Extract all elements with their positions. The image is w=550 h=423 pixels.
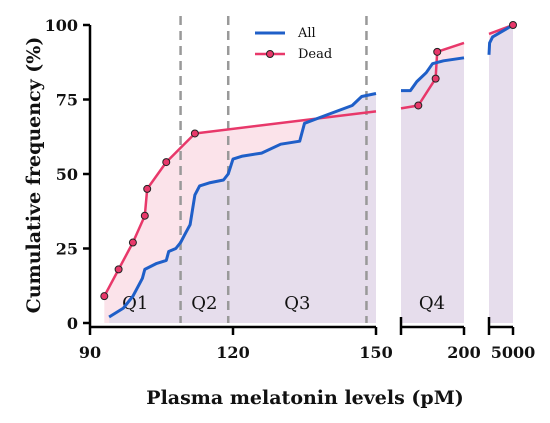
legend-all-label: All [297,26,316,41]
quartile-label-1: Q1 [122,293,148,314]
all-area-fill-1 [401,57,464,324]
axes: 0 25 50 75 100 90 120 150 200 5000 [45,16,536,362]
x-tick-label-90: 90 [79,343,101,362]
dead-point-4 [143,184,152,193]
dead-point-9 [414,101,423,110]
y-tick-label-25: 25 [56,240,78,259]
legend-dead-label: Dead [298,47,332,62]
legend: All Dead [255,26,332,62]
legend-dead-marker [266,50,274,58]
x-tick-label-150: 150 [359,343,392,362]
dead-point-0 [100,292,109,301]
all-area-fill-0 [109,93,376,323]
all-line-0 [108,92,377,319]
quartile-labels: Q1 Q2 Q3 Q4 [122,293,445,314]
dead-point-6 [190,129,199,138]
y-tick-label-100: 100 [45,16,78,35]
y-tick-label-75: 75 [56,91,78,110]
dead-point-5 [162,158,171,167]
all-line-2 [487,23,514,55]
dead-line-0 [103,110,377,297]
y-axis-title: Cumulative frequency (%) [23,37,45,314]
dead-markers [100,21,517,301]
dead-point-2 [128,238,137,247]
quartile-label-4: Q4 [419,293,445,314]
y-tick-label-50: 50 [56,165,78,184]
x-tick-label-200: 200 [447,343,480,362]
x-axis-title: Plasma melatonin levels (pM) [146,387,463,409]
quartile-label-3: Q3 [284,293,310,314]
all-line-1 [401,56,465,93]
x-tick-label-120: 120 [216,343,249,362]
x-tick-label-5000: 5000 [491,343,536,362]
dead-point-14 [509,21,517,29]
dead-point-11 [433,47,442,56]
all-area-fill-2 [489,25,513,323]
dead-point-1 [114,265,123,274]
area-fills [104,25,513,324]
quartile-label-2: Q2 [191,293,217,314]
dead-point-10 [431,74,440,83]
y-tick-label-0: 0 [67,314,78,333]
dead-point-3 [140,211,149,220]
